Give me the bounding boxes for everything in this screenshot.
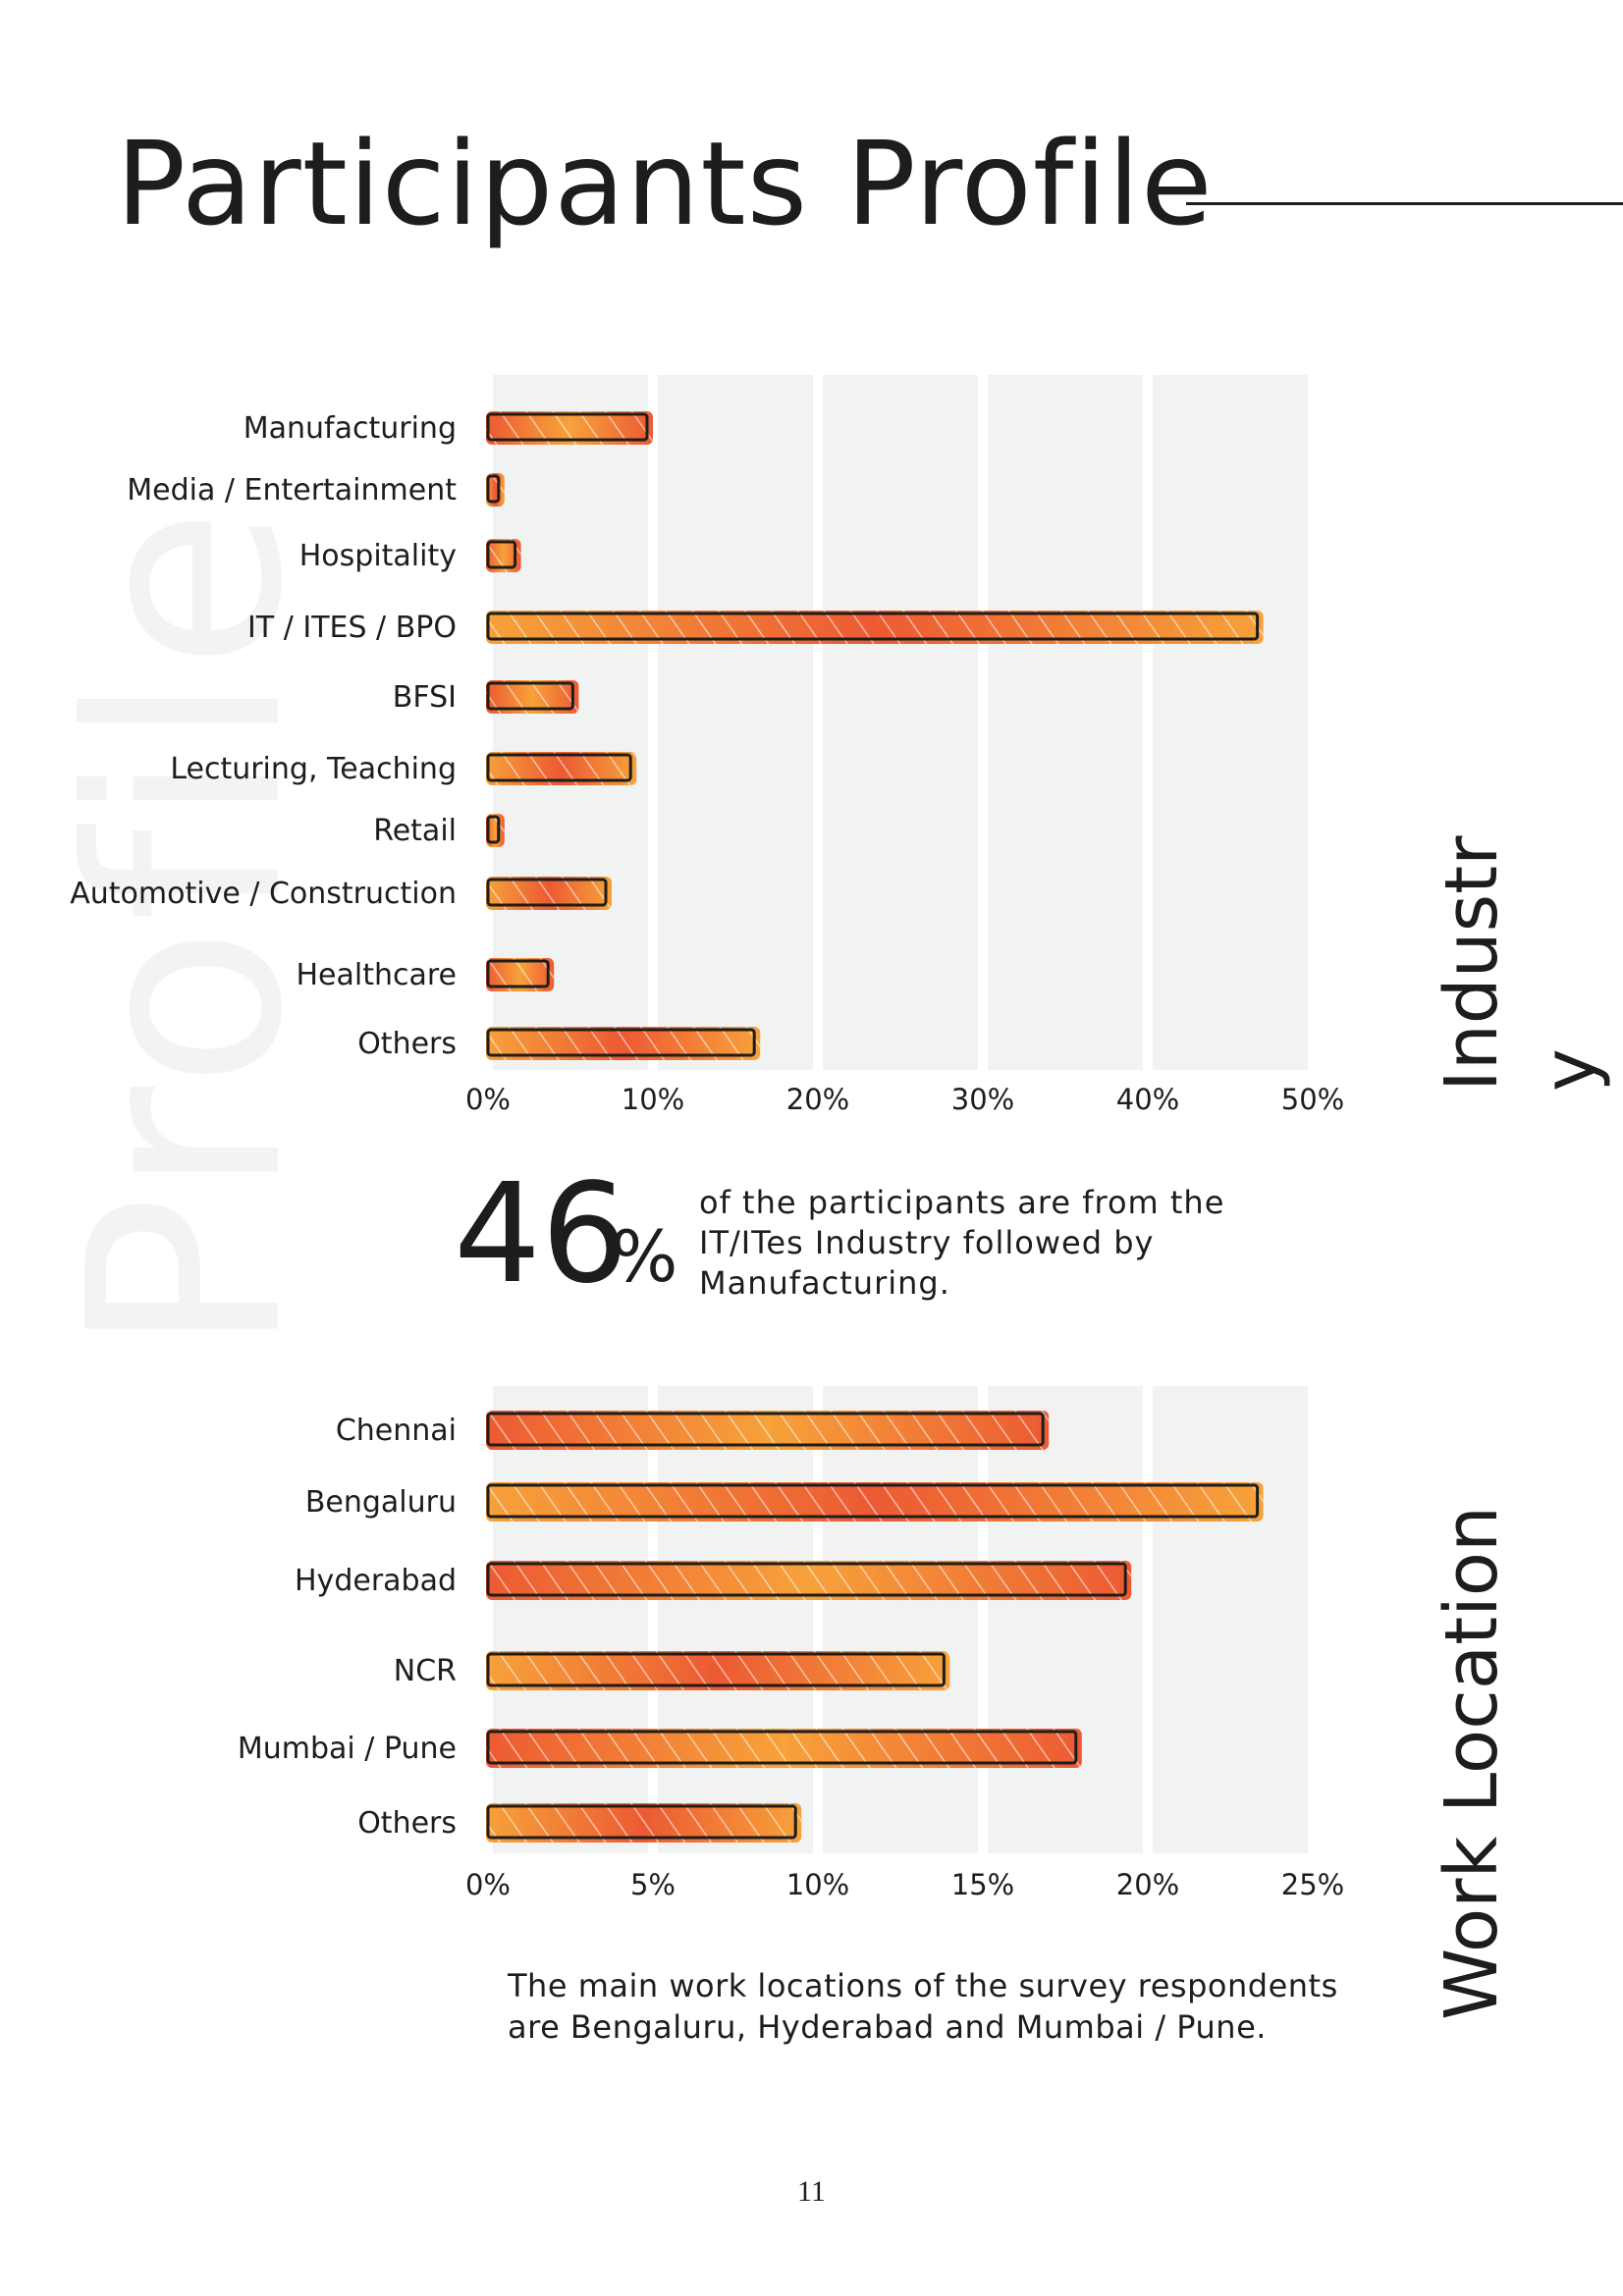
x-tick-label: 20% bbox=[786, 1083, 849, 1116]
bar-outline bbox=[486, 540, 517, 569]
bar-outline bbox=[486, 681, 574, 711]
highlight-text: of the participants are from the IT/ITes… bbox=[699, 1184, 1225, 1302]
category-label: Others bbox=[357, 1027, 457, 1061]
category-label: IT / ITES / BPO bbox=[247, 611, 457, 645]
grid-band bbox=[823, 375, 978, 1070]
bar-outline bbox=[486, 412, 649, 442]
bar-outline bbox=[486, 1652, 946, 1687]
bar-hatch bbox=[486, 1411, 1050, 1450]
category-label: Lecturing, Teaching bbox=[170, 752, 457, 786]
bar-hatch bbox=[486, 877, 612, 910]
x-tick-label: 25% bbox=[1281, 1868, 1344, 1901]
category-label: Healthcare bbox=[296, 958, 457, 992]
industry-side-title-line2: y bbox=[1528, 1048, 1612, 1092]
bar-hatch bbox=[486, 611, 1264, 644]
work-location-chart: 0% 5% 10% 15% 20% 25% Chennai Bengaluru Hyderaba… bbox=[238, 1386, 1344, 1901]
category-label: Hyderabad bbox=[295, 1564, 457, 1598]
category-label: BFSI bbox=[393, 680, 457, 715]
bar-outline bbox=[486, 474, 501, 504]
bar-hatch bbox=[486, 1803, 802, 1842]
bar-outline bbox=[486, 1483, 1260, 1519]
bar-outline bbox=[486, 1412, 1045, 1447]
highlight-stat: 46 % bbox=[454, 1166, 677, 1304]
category-label: Mumbai / Pune bbox=[238, 1732, 457, 1766]
category-label: Retail bbox=[373, 814, 457, 848]
x-tick-label: 5% bbox=[630, 1868, 676, 1901]
x-tick-label: 0% bbox=[465, 1868, 511, 1901]
category-label: Manufacturing bbox=[243, 411, 457, 446]
x-tick-label: 50% bbox=[1281, 1083, 1344, 1116]
grid-band bbox=[823, 1386, 978, 1853]
highlight-unit: % bbox=[611, 1215, 678, 1298]
bar-hatch bbox=[486, 958, 555, 991]
grid-band bbox=[493, 1386, 648, 1853]
x-tick-label: 10% bbox=[622, 1083, 684, 1116]
grid-band bbox=[658, 1386, 813, 1853]
bar-hatch bbox=[486, 1482, 1264, 1522]
industry-chart: 0% 10% 20% 30% 40% 50% Manufacturing Media / En… bbox=[70, 375, 1344, 1116]
category-label: Automotive / Construction bbox=[70, 877, 457, 911]
x-tick-label: 10% bbox=[786, 1868, 849, 1901]
grid-band bbox=[1153, 375, 1308, 1070]
bar-outline bbox=[486, 1562, 1127, 1597]
x-tick-label: 0% bbox=[465, 1083, 511, 1116]
highlight-value: 46 bbox=[454, 1154, 629, 1314]
category-label: Chennai bbox=[336, 1414, 457, 1448]
x-tick-label: 15% bbox=[951, 1868, 1014, 1901]
grid-band bbox=[1153, 1386, 1308, 1853]
page-number: 11 bbox=[797, 2175, 826, 2208]
bar-hatch bbox=[486, 1729, 1082, 1768]
bar-hatch bbox=[486, 1027, 761, 1060]
bar-outline bbox=[486, 1804, 797, 1840]
x-tick-label: 30% bbox=[951, 1083, 1014, 1116]
grid-band bbox=[658, 375, 813, 1070]
category-label: Media / Entertainment bbox=[127, 473, 457, 507]
x-tick-label: 20% bbox=[1116, 1868, 1179, 1901]
category-label: NCR bbox=[394, 1654, 457, 1688]
bar-hatch bbox=[486, 411, 653, 445]
bar-hatch bbox=[486, 752, 637, 785]
industry-side-title: Industr y bbox=[1430, 835, 1612, 1092]
category-label: Others bbox=[357, 1806, 457, 1841]
industry-side-title-line1: Industr bbox=[1430, 835, 1514, 1092]
title-rule bbox=[1186, 202, 1623, 205]
bar-outline bbox=[486, 753, 632, 782]
bar-outline bbox=[486, 1028, 756, 1057]
grid-band bbox=[988, 375, 1143, 1070]
category-label: Bengaluru bbox=[305, 1485, 457, 1520]
bar-hatch bbox=[486, 1651, 950, 1690]
page-title: Participants Profile bbox=[116, 116, 1214, 251]
work-location-caption: The main work locations of the survey re… bbox=[508, 1967, 1338, 2046]
work-location-side-title: Work Location bbox=[1430, 1506, 1514, 2020]
grid-band bbox=[493, 375, 648, 1070]
bar-outline bbox=[486, 1730, 1078, 1765]
bar-hatch bbox=[486, 680, 579, 714]
category-label: Hospitality bbox=[299, 539, 457, 573]
bar-outline bbox=[486, 815, 501, 844]
bar-hatch bbox=[486, 539, 521, 572]
x-tick-label: 40% bbox=[1116, 1083, 1179, 1116]
bar-outline bbox=[486, 959, 550, 988]
bar-outline bbox=[486, 878, 608, 907]
grid-band bbox=[988, 1386, 1143, 1853]
bar-outline bbox=[486, 612, 1260, 641]
bar-hatch bbox=[486, 1561, 1132, 1600]
